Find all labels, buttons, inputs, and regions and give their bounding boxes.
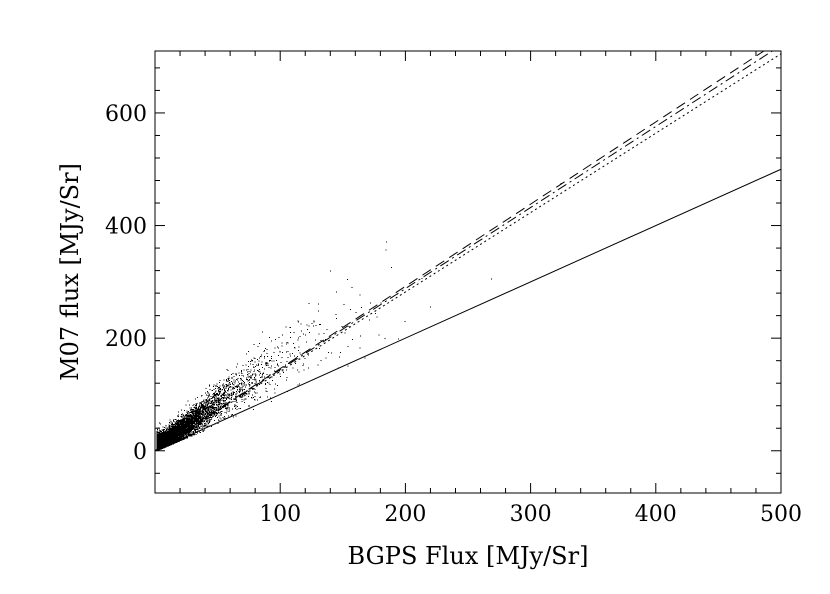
solid-fit-line	[154, 168, 782, 452]
x-tick-label: 500	[760, 502, 802, 527]
x-axis-ticks: 100 200 300 400 500	[154, 51, 802, 527]
dashed-fit-line	[154, 50, 765, 452]
y-axis-title: M07 flux [MJy/Sr]	[56, 163, 84, 381]
x-tick-label: 200	[384, 502, 426, 527]
x-tick-label: 100	[259, 502, 301, 527]
y-tick-label: 400	[105, 215, 147, 240]
fit-lines	[154, 50, 782, 452]
y-tick-label: 200	[105, 327, 147, 352]
x-tick-label: 300	[510, 502, 552, 527]
x-tick-label: 400	[635, 502, 677, 527]
x-axis-title: BGPS Flux [MJy/Sr]	[348, 542, 589, 570]
y-tick-label: 600	[105, 102, 147, 127]
dash-dot-fit-line	[154, 50, 773, 452]
y-axis-ticks: 0 200 400 600	[105, 67, 781, 474]
y-tick-label: 0	[133, 440, 147, 465]
plot-frame	[154, 50, 782, 494]
dotted-fit-line	[154, 53, 782, 452]
